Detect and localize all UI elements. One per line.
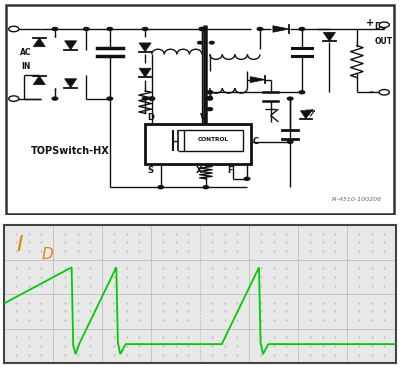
Text: IN: IN bbox=[21, 62, 30, 72]
Text: CONTROL: CONTROL bbox=[198, 137, 229, 142]
Circle shape bbox=[207, 97, 212, 100]
Circle shape bbox=[107, 28, 112, 30]
Circle shape bbox=[379, 90, 389, 95]
Circle shape bbox=[299, 28, 305, 30]
Polygon shape bbox=[139, 43, 151, 52]
Circle shape bbox=[203, 186, 209, 189]
Text: C: C bbox=[253, 137, 259, 146]
Text: $D$: $D$ bbox=[41, 246, 54, 262]
Circle shape bbox=[210, 41, 214, 44]
Circle shape bbox=[52, 97, 58, 100]
Circle shape bbox=[379, 22, 389, 28]
Text: TOPSwitch-HX: TOPSwitch-HX bbox=[31, 146, 110, 156]
Polygon shape bbox=[300, 111, 311, 119]
Text: DC: DC bbox=[374, 22, 386, 31]
FancyBboxPatch shape bbox=[6, 5, 394, 214]
Polygon shape bbox=[139, 68, 151, 77]
Circle shape bbox=[207, 108, 212, 110]
FancyBboxPatch shape bbox=[145, 124, 251, 164]
Circle shape bbox=[207, 91, 212, 94]
Circle shape bbox=[208, 96, 212, 99]
Circle shape bbox=[149, 97, 154, 100]
Text: V: V bbox=[200, 113, 206, 122]
Circle shape bbox=[158, 186, 164, 189]
Polygon shape bbox=[323, 32, 335, 41]
Text: $I$: $I$ bbox=[16, 235, 24, 255]
Circle shape bbox=[198, 41, 202, 44]
Text: PI-4510-100206: PI-4510-100206 bbox=[332, 197, 382, 202]
Text: F: F bbox=[228, 166, 233, 175]
Polygon shape bbox=[33, 38, 45, 47]
FancyBboxPatch shape bbox=[184, 130, 243, 151]
Circle shape bbox=[288, 140, 293, 143]
Circle shape bbox=[9, 26, 19, 32]
Text: X: X bbox=[196, 166, 202, 175]
Circle shape bbox=[257, 28, 263, 30]
Polygon shape bbox=[65, 79, 77, 88]
Circle shape bbox=[199, 28, 205, 30]
Polygon shape bbox=[33, 76, 45, 85]
Text: D: D bbox=[147, 113, 154, 122]
Circle shape bbox=[142, 97, 148, 100]
Text: AC: AC bbox=[20, 48, 31, 57]
Circle shape bbox=[199, 28, 205, 30]
Text: +: + bbox=[366, 18, 374, 28]
Circle shape bbox=[9, 96, 19, 101]
Text: OUT: OUT bbox=[374, 37, 392, 46]
Circle shape bbox=[288, 97, 293, 100]
Circle shape bbox=[52, 28, 58, 30]
Circle shape bbox=[142, 28, 148, 30]
Text: S: S bbox=[147, 166, 153, 175]
Polygon shape bbox=[250, 77, 266, 83]
Text: -: - bbox=[368, 86, 373, 99]
Circle shape bbox=[244, 177, 250, 180]
Polygon shape bbox=[273, 26, 289, 32]
Circle shape bbox=[299, 91, 305, 94]
Circle shape bbox=[107, 97, 112, 100]
Circle shape bbox=[84, 28, 89, 30]
Polygon shape bbox=[65, 41, 77, 50]
Circle shape bbox=[149, 97, 154, 100]
